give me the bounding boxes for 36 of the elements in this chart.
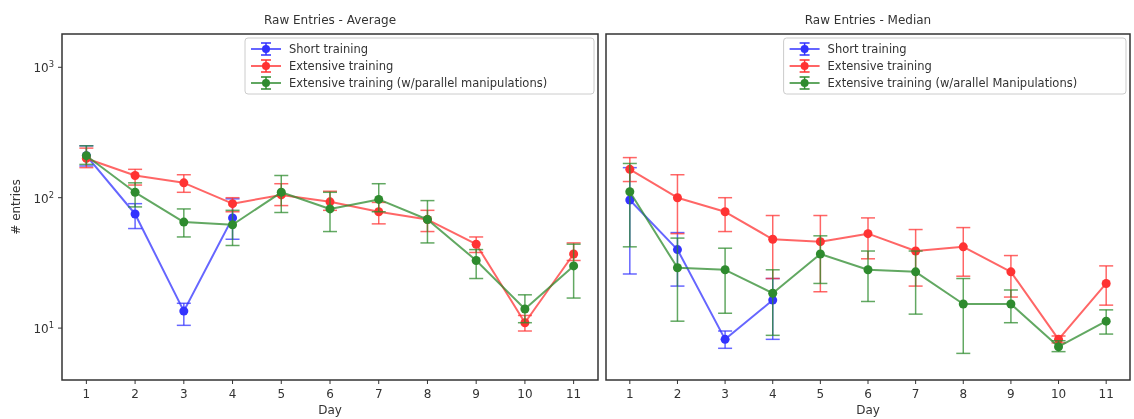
x-tick-label: 2 xyxy=(673,387,682,401)
x-tick-label: 11 xyxy=(566,387,582,401)
legend-label: Extensive training (w/arallel Manipulations) xyxy=(827,76,1078,90)
x-tick-label: 8 xyxy=(959,387,968,401)
x-tick-label: 7 xyxy=(374,387,383,401)
x-tick-label: 5 xyxy=(277,387,286,401)
legend-label: Extensive training xyxy=(289,59,394,73)
x-tick-label: 9 xyxy=(472,387,480,401)
chart-title: Raw Entries - Median xyxy=(804,13,932,27)
x-tick-label: 10 xyxy=(1050,387,1067,401)
x-tick-label: 7 xyxy=(911,387,920,401)
x-tick-label: 3 xyxy=(180,387,188,401)
x-tick-label: 6 xyxy=(326,387,334,401)
x-tick-label: 1 xyxy=(626,387,634,401)
x-tick-label: 5 xyxy=(816,387,825,401)
chart-title: Raw Entries - Average xyxy=(263,13,397,27)
x-tick-label: 9 xyxy=(1007,387,1015,401)
legend-label: Short training xyxy=(289,42,369,56)
legend-label: Short training xyxy=(827,42,907,56)
x-axis-title: Day xyxy=(856,403,880,417)
x-tick-label: 10 xyxy=(517,387,533,401)
x-tick-label: 4 xyxy=(768,387,777,401)
x-tick-label: 3 xyxy=(721,387,729,401)
y-tick-label: 10$^{3}$ xyxy=(33,59,54,76)
y-tick-label: 10$^{2}$ xyxy=(33,189,54,206)
x-tick-label: 1 xyxy=(82,387,91,401)
x-tick-label: 6 xyxy=(864,387,872,401)
y-tick-label: 10$^{1}$ xyxy=(33,320,54,337)
x-axis-title: Day xyxy=(318,403,342,417)
x-tick-label: 2 xyxy=(131,387,139,401)
legend-label: Extensive training (w/parallel manipulations) xyxy=(289,76,548,90)
x-tick-label: 8 xyxy=(423,387,432,401)
x-tick-label: 11 xyxy=(1098,387,1114,401)
legend-label: Extensive training xyxy=(827,59,932,73)
x-tick-label: 4 xyxy=(228,387,237,401)
y-axis-title: # entries xyxy=(9,179,23,235)
